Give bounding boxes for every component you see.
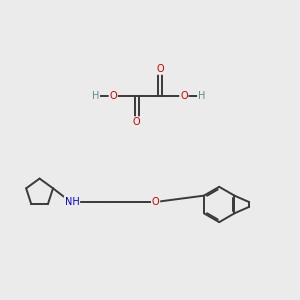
Text: O: O [157, 64, 164, 74]
Text: H: H [92, 91, 99, 100]
Text: O: O [152, 196, 159, 206]
Text: H: H [198, 91, 205, 100]
Text: O: O [133, 117, 141, 127]
Text: O: O [180, 91, 188, 100]
Text: NH: NH [64, 196, 79, 206]
Text: O: O [110, 91, 117, 100]
